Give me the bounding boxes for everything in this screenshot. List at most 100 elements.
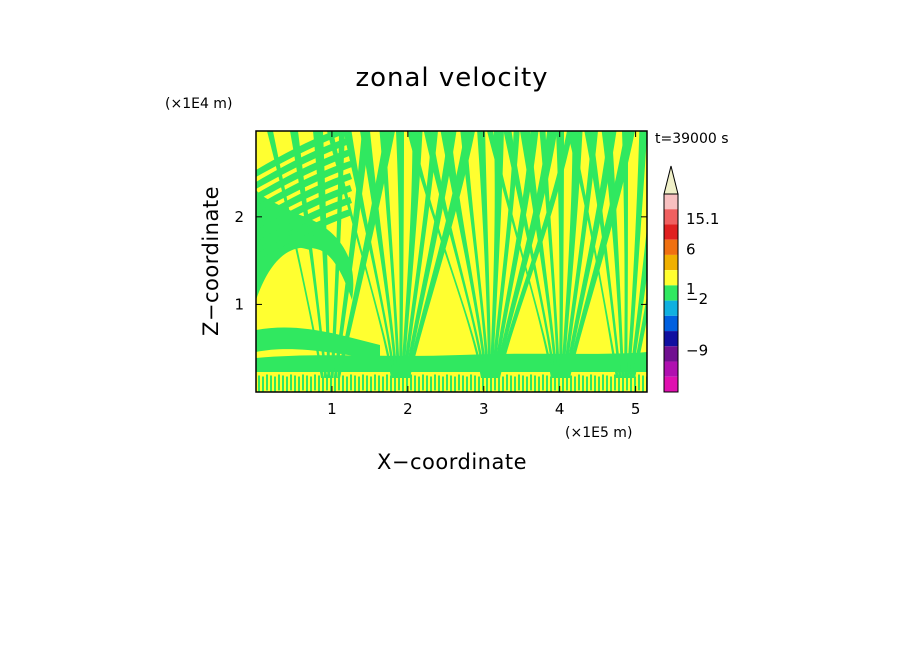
field-filament: [565, 131, 617, 378]
colorbar-segment: [664, 209, 678, 225]
field-ripple: [450, 375, 452, 392]
field-ripple: [506, 374, 508, 391]
y-tick-label: 2: [234, 208, 244, 226]
field-ripple: [522, 375, 524, 392]
field-ripple: [642, 375, 644, 392]
time-label: t=39000 s: [655, 131, 729, 147]
field-ripple: [586, 376, 588, 392]
field-streak: [256, 197, 352, 249]
velocity-field: [256, 131, 647, 392]
field-ripple: [554, 374, 556, 391]
colorbar-frame: [663, 193, 679, 393]
field-ripple: [498, 375, 500, 392]
field-ripple: [598, 376, 600, 392]
field-ripple: [350, 374, 352, 391]
field-ripple: [290, 374, 292, 391]
colorbar-segment: [664, 254, 678, 271]
field-ripple: [438, 375, 440, 392]
field-ripple: [622, 376, 624, 392]
colorbar-segment: [664, 194, 678, 210]
field-filament: [407, 131, 484, 378]
plot-area: [255, 130, 648, 393]
y-tick-label: 1: [234, 295, 244, 313]
field-filament: [423, 131, 486, 378]
field-ripple: [370, 376, 372, 392]
field-ripple: [334, 376, 336, 392]
field-ripple: [286, 376, 288, 392]
field-ripple: [330, 375, 332, 392]
field-filament: [487, 131, 554, 378]
x-tick-label: 3: [479, 400, 489, 418]
field-ripple: [510, 375, 512, 392]
field-ripple: [494, 374, 496, 391]
field-filament: [405, 131, 457, 378]
field-filament: [491, 131, 520, 378]
x-unit-label: (×1E5 m): [565, 425, 632, 441]
field-streak: [256, 173, 352, 225]
colorbar-segment: [664, 361, 678, 377]
field-ripple: [474, 375, 476, 392]
field-ripple: [358, 376, 360, 392]
field-ripple: [402, 375, 404, 392]
colorbar-extend-max: [663, 165, 679, 195]
colorbar-segment: [664, 285, 678, 301]
x-tick-label: 2: [403, 400, 413, 418]
field-filament: [584, 131, 622, 378]
field-ripple: [406, 376, 408, 392]
field-ripple: [454, 376, 456, 392]
field-ripple: [534, 375, 536, 392]
x-tick-label: 5: [631, 400, 641, 418]
field-filament: [401, 131, 423, 378]
field-ripple: [374, 374, 376, 391]
field-ripple: [294, 375, 296, 392]
field-ripple: [602, 374, 604, 391]
field-ripple: [346, 376, 348, 392]
field-ripple: [566, 374, 568, 391]
field-filament: [440, 131, 488, 378]
field-ripple: [342, 375, 344, 392]
field-streak: [256, 209, 352, 261]
field-filament: [493, 131, 539, 378]
field-ripple: [546, 375, 548, 392]
chart-title: zonal velocity: [355, 63, 548, 93]
field-ripple: [270, 375, 272, 392]
field-ripple: [562, 376, 564, 392]
field-filament: [360, 131, 398, 378]
field-ripple: [302, 374, 304, 391]
field-filament: [601, 131, 625, 378]
field-ripple: [442, 376, 444, 392]
x-tick-label: 1: [327, 400, 337, 418]
field-filament: [290, 131, 328, 378]
plot-frame: [255, 130, 648, 393]
field-ripple: [618, 375, 620, 392]
field-ripple: [610, 376, 612, 392]
field-filament: [396, 131, 404, 378]
field-ripple: [550, 376, 552, 392]
field-ripple: [446, 374, 448, 391]
field-ripple: [318, 375, 320, 392]
field-ripple: [386, 374, 388, 391]
field-ripple: [538, 376, 540, 392]
field-ripple: [570, 375, 572, 392]
field-ripple: [614, 374, 616, 391]
field-filament: [497, 131, 573, 378]
field-filament: [379, 131, 400, 378]
field-filament: [495, 131, 558, 378]
colorbar-segment: [664, 300, 678, 316]
colorbar: 15.1 6 1−2 −9: [663, 165, 719, 393]
field-ripple: [630, 375, 632, 392]
field-ripple: [582, 375, 584, 392]
field-patch: [256, 327, 380, 360]
field-filament: [403, 131, 438, 378]
field-ripple: [470, 374, 472, 391]
field-ripple: [422, 374, 424, 391]
field-filament: [337, 131, 395, 378]
field-filament: [267, 131, 324, 378]
field-ripple: [458, 374, 460, 391]
field-streak: [256, 185, 352, 237]
field-ripple: [262, 376, 264, 392]
colorbar-segment: [664, 376, 678, 392]
field-ripple: [626, 374, 628, 391]
field-ripple: [390, 375, 392, 392]
